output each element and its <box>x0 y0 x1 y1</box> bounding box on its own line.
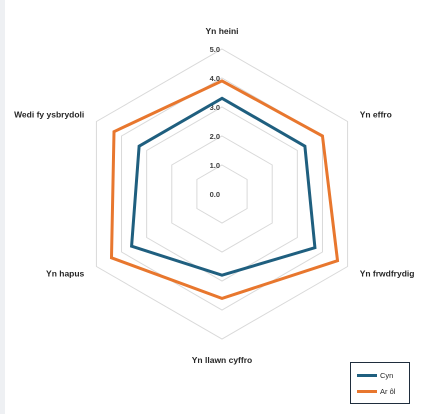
legend: Cyn Ar ôl <box>350 362 410 404</box>
category-labels: Yn heini Yn effro Yn frwdfrydig Yn llawn cy… <box>14 26 414 365</box>
grid-ring <box>146 106 298 282</box>
legend-item-cyn: Cyn <box>357 369 393 381</box>
tick-label: 1.0 <box>210 161 220 170</box>
series-line-0 <box>130 96 317 277</box>
chart-area <box>12 8 444 412</box>
category-label: Yn frwdfrydig <box>360 269 415 279</box>
grid-ring <box>95 48 349 340</box>
category-label: Yn hapus <box>46 269 85 279</box>
tick-label: 4.0 <box>210 74 220 83</box>
legend-label-ar-ol: Ar ôl <box>380 386 396 396</box>
tick-label: 0.0 <box>210 190 220 199</box>
radial-tick-labels: 0.0 1.0 2.0 3.0 4.0 5.0 <box>210 45 220 199</box>
category-label: Yn heini <box>205 26 238 36</box>
legend-swatch-cyn <box>357 373 377 377</box>
tick-label: 3.0 <box>210 103 220 112</box>
legend-item-ar-ol: Ar ôl <box>357 385 395 397</box>
category-label: Yn effro <box>360 110 392 120</box>
grid-ring <box>171 135 273 253</box>
radar-series <box>109 79 340 300</box>
legend-label-cyn: Cyn <box>380 370 394 380</box>
tick-label: 5.0 <box>210 45 220 54</box>
category-label: Wedi fy ysbrydoli <box>14 110 84 120</box>
left-edge <box>0 0 5 414</box>
tick-label: 2.0 <box>210 132 220 141</box>
legend-swatch-ar-ol <box>357 389 377 393</box>
category-label: Yn llawn cyffro <box>192 355 252 365</box>
grid-ring <box>196 164 248 224</box>
